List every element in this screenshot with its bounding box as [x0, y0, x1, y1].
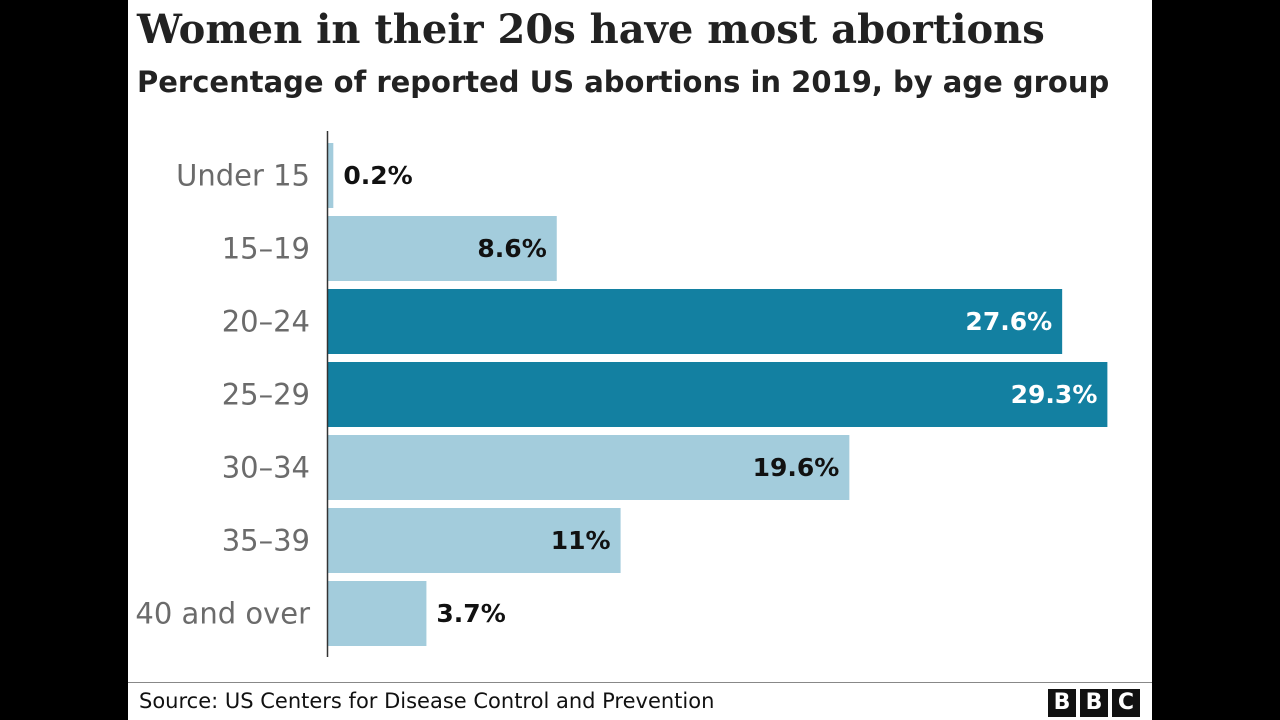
category-label-5: 35–39	[222, 524, 310, 558]
category-label-0: Under 15	[176, 159, 310, 193]
bbc-logo-letter-3: C	[1112, 689, 1140, 717]
footer-divider	[128, 682, 1152, 683]
chart-panel: Women in their 20s have most abortions P…	[128, 0, 1152, 720]
bar-0	[328, 143, 334, 208]
chart-title: Women in their 20s have most abortions	[137, 6, 1045, 53]
value-label-5: 11%	[551, 526, 611, 555]
bar-2	[328, 289, 1063, 354]
value-label-1: 8.6%	[477, 234, 546, 263]
source-note: Source: US Centers for Disease Control a…	[139, 689, 715, 713]
value-label-4: 19.6%	[753, 453, 840, 482]
category-label-2: 20–24	[222, 305, 310, 339]
bbc-logo-letter-1: B	[1048, 689, 1076, 717]
bbc-logo: B B C	[1048, 689, 1140, 717]
category-label-4: 30–34	[222, 451, 310, 485]
bar-3	[328, 362, 1108, 427]
value-label-0: 0.2%	[343, 161, 412, 190]
bbc-logo-letter-2: B	[1080, 689, 1108, 717]
bar-chart: Under 15 0.2% 15–19 8.6% 20–24 27.6% 25–29 29.3…	[135, 131, 1108, 657]
value-label-2: 27.6%	[965, 307, 1052, 336]
value-label-6: 3.7%	[436, 599, 505, 628]
chart-subtitle: Percentage of reported US abortions in 2…	[137, 65, 1110, 99]
category-label-3: 25–29	[222, 378, 310, 412]
category-label-1: 15–19	[222, 232, 310, 266]
category-label-6: 40 and over	[135, 597, 310, 631]
bar-1	[328, 216, 557, 281]
value-label-3: 29.3%	[1011, 380, 1098, 409]
bar-4	[328, 435, 850, 500]
bar-5	[328, 508, 621, 573]
bar-6	[328, 581, 427, 646]
